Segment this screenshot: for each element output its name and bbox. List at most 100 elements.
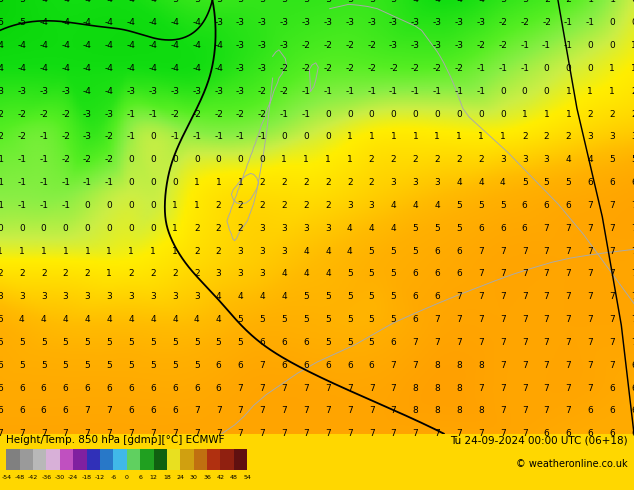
Text: 7: 7 [150, 429, 156, 438]
Text: 3: 3 [194, 292, 200, 301]
Text: 5: 5 [369, 270, 375, 278]
Text: 4: 4 [325, 246, 331, 256]
Text: 8: 8 [434, 384, 440, 392]
Text: -4: -4 [61, 41, 70, 50]
Text: -2: -2 [302, 41, 311, 50]
Text: 3: 3 [522, 155, 527, 164]
Text: 0: 0 [19, 224, 25, 233]
Text: 7: 7 [478, 338, 484, 347]
Text: 7: 7 [566, 224, 571, 233]
Text: 3: 3 [325, 224, 331, 233]
Text: -3: -3 [171, 87, 179, 96]
Text: -3: -3 [411, 18, 420, 27]
Text: 7: 7 [566, 338, 571, 347]
Text: 4: 4 [150, 315, 156, 324]
Text: 5: 5 [303, 292, 309, 301]
Text: 7: 7 [544, 224, 550, 233]
Text: 7: 7 [566, 406, 571, 416]
Text: 0: 0 [259, 155, 265, 164]
Text: 6: 6 [19, 384, 25, 392]
Text: 5: 5 [41, 338, 47, 347]
Text: -3: -3 [280, 0, 288, 4]
Text: -4: -4 [127, 0, 136, 4]
Text: -3: -3 [236, 64, 245, 73]
Text: -4: -4 [17, 64, 26, 73]
Text: 5: 5 [369, 246, 375, 256]
Text: 6: 6 [128, 406, 134, 416]
Text: 0: 0 [172, 155, 178, 164]
Text: 6: 6 [172, 384, 178, 392]
Text: -36: -36 [41, 475, 51, 480]
Text: 3: 3 [107, 292, 112, 301]
Text: 2: 2 [216, 224, 221, 233]
Text: 2: 2 [434, 155, 440, 164]
Text: -3: -3 [39, 87, 48, 96]
Text: -3: -3 [323, 0, 332, 4]
Text: -2: -2 [346, 41, 354, 50]
Text: 6: 6 [216, 384, 221, 392]
Text: -48: -48 [15, 475, 25, 480]
Text: 1: 1 [303, 155, 309, 164]
Text: 5: 5 [347, 315, 353, 324]
Text: -2: -2 [498, 18, 507, 27]
Text: -1: -1 [564, 41, 573, 50]
Text: 4: 4 [281, 270, 287, 278]
Text: 2: 2 [150, 270, 156, 278]
Text: 0: 0 [107, 201, 112, 210]
Text: 3: 3 [434, 178, 440, 187]
Text: 7: 7 [631, 246, 634, 256]
Text: 2: 2 [544, 132, 550, 142]
Text: 5: 5 [347, 292, 353, 301]
Text: 3: 3 [216, 270, 221, 278]
Text: 5: 5 [194, 361, 200, 369]
Text: 5: 5 [0, 315, 3, 324]
Text: -2: -2 [302, 64, 311, 73]
Text: 5: 5 [391, 270, 396, 278]
Text: -1: -1 [0, 178, 4, 187]
Text: 4: 4 [500, 178, 506, 187]
Text: 7: 7 [238, 406, 243, 416]
Bar [87, 449, 100, 470]
Bar [180, 449, 194, 470]
Text: 5: 5 [128, 338, 134, 347]
Text: 5: 5 [434, 224, 440, 233]
Text: 1: 1 [347, 132, 353, 142]
Text: 0: 0 [107, 224, 112, 233]
Text: 0: 0 [281, 132, 287, 142]
Text: -1: -1 [411, 87, 420, 96]
Text: -1: -1 [39, 155, 48, 164]
Text: 2: 2 [631, 87, 634, 96]
Text: 1: 1 [631, 64, 634, 73]
Text: 0: 0 [369, 110, 375, 119]
Text: -3: -3 [171, 0, 179, 4]
Text: 2: 2 [194, 270, 200, 278]
Text: 7: 7 [544, 384, 550, 392]
Text: 5: 5 [150, 338, 156, 347]
Text: 7: 7 [325, 384, 331, 392]
Text: -2: -2 [455, 64, 463, 73]
Text: 7: 7 [500, 315, 506, 324]
Text: 7: 7 [631, 270, 634, 278]
Text: 6: 6 [522, 201, 527, 210]
Bar [100, 449, 113, 470]
Text: -1: -1 [0, 201, 4, 210]
Text: 5: 5 [107, 361, 112, 369]
Text: 7: 7 [216, 429, 221, 438]
Text: -2: -2 [280, 64, 288, 73]
Text: 2: 2 [303, 201, 309, 210]
Text: 7: 7 [544, 270, 550, 278]
Text: 7: 7 [347, 429, 353, 438]
Text: 8: 8 [434, 406, 440, 416]
Text: -3: -3 [148, 87, 157, 96]
Text: -2: -2 [323, 64, 332, 73]
Text: 0: 0 [631, 0, 634, 4]
Text: 42: 42 [216, 475, 224, 480]
Text: 2: 2 [391, 155, 396, 164]
Text: -1: -1 [105, 178, 114, 187]
Text: 0: 0 [478, 110, 484, 119]
Text: 2: 2 [0, 270, 3, 278]
Bar [140, 449, 153, 470]
Text: -3: -3 [302, 0, 311, 4]
Text: 3: 3 [128, 292, 134, 301]
Text: 7: 7 [609, 201, 615, 210]
